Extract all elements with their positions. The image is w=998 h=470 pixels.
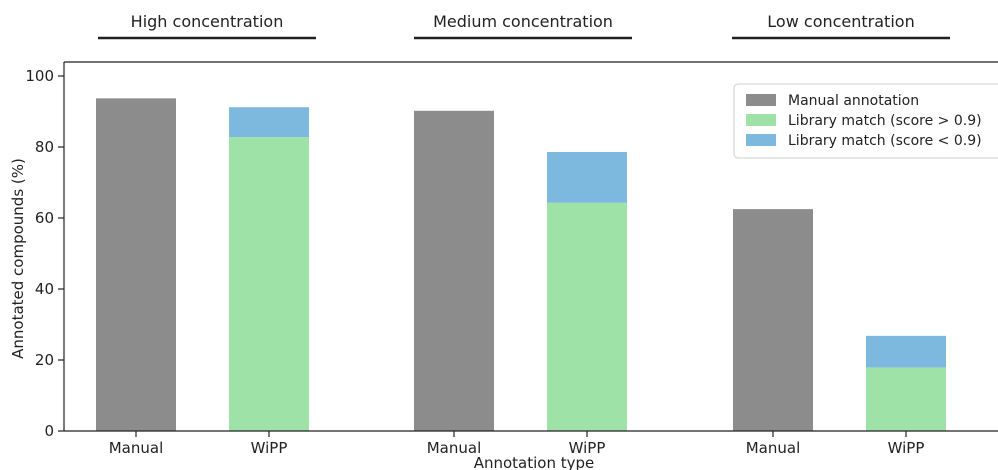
bar-segment-1 (414, 110, 494, 431)
bars (96, 98, 946, 432)
legend-box (733, 83, 998, 159)
legend-swatch (746, 114, 776, 126)
y-tick-label: 80 (35, 138, 54, 156)
legend-label: Manual annotation (788, 93, 919, 109)
x-tick-label: Manual (746, 439, 801, 457)
legend-label: Library match (score < 0.9) (788, 133, 982, 149)
bar-segment-2 (547, 202, 627, 431)
group-titles: High concentration Medium concentration Lo… (98, 12, 950, 40)
bar-segment-1 (733, 209, 813, 431)
x-tick-label: Manual (427, 439, 482, 457)
y-tick-label: 100 (25, 67, 54, 85)
y-tick-label: 40 (35, 280, 54, 298)
x-tick-label: WiPP (251, 439, 288, 457)
y-axis-title: Annotated compounds (%) (9, 158, 27, 359)
y-tick-label: 0 (44, 422, 54, 440)
y-tick-label: 20 (35, 351, 54, 369)
bar-segment-3 (547, 151, 627, 203)
y-tick-label: 60 (35, 209, 54, 227)
bar-segment-3 (229, 107, 309, 138)
bar-segment-2 (229, 137, 309, 431)
bar-segment-1 (96, 98, 176, 432)
x-tick-label: Manual (109, 439, 164, 457)
group-title: High concentration (131, 12, 284, 31)
x-tick-label: WiPP (888, 439, 925, 457)
bar-segment-2 (866, 367, 946, 431)
group-title: Low concentration (767, 12, 914, 31)
x-tick-label: WiPP (569, 439, 606, 457)
legend-swatch (746, 94, 776, 106)
group-title: Medium concentration (433, 12, 613, 31)
bar-segment-3 (866, 335, 946, 368)
legend-label: Library match (score > 0.9) (788, 113, 982, 129)
legend: Manual annotation Library match (score > … (733, 83, 998, 159)
legend-swatch (746, 134, 776, 146)
x-axis-title: Annotation type (474, 454, 595, 470)
axes: 0 20 40 60 80 100 Annotated compounds (%) Annot… (9, 61, 998, 470)
